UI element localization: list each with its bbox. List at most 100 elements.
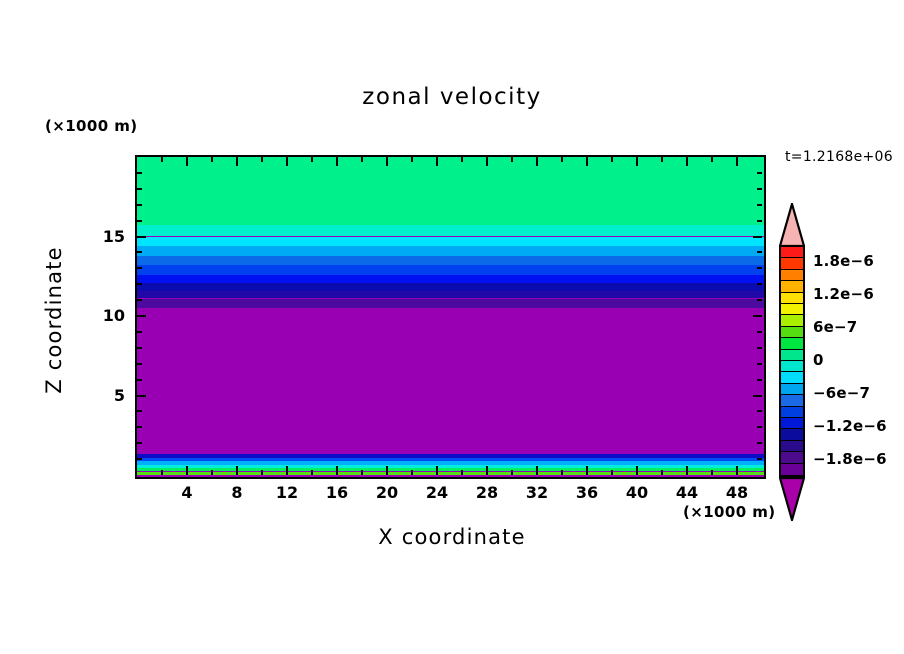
y-tick [757, 203, 762, 206]
contour-band [137, 468, 764, 472]
colorbar-segment [781, 247, 803, 259]
x-tick [536, 466, 538, 475]
x-tick [686, 466, 688, 475]
colorbar-over-arrow [778, 199, 806, 248]
y-tick [757, 299, 762, 302]
x-tick [211, 157, 213, 162]
x-tick [436, 466, 438, 475]
y-tick [757, 187, 762, 190]
y-tick [137, 171, 142, 174]
contour-band [137, 465, 764, 469]
x-tick [361, 470, 363, 475]
colorbar-tick-label: 1.2e−6 [813, 284, 874, 303]
colorbar-segment [781, 395, 803, 407]
y-tick [137, 442, 142, 445]
colorbar-segment [781, 338, 803, 350]
x-tick [186, 157, 188, 166]
y-tick [137, 458, 142, 461]
y-tick [137, 330, 142, 333]
contour-band [137, 274, 764, 283]
x-tick [461, 470, 463, 475]
colorbar [778, 199, 806, 525]
contour-band [137, 471, 764, 475]
x-axis-title: X coordinate [378, 525, 526, 549]
x-tick-label: 32 [525, 483, 549, 502]
x-tick [511, 157, 513, 162]
colorbar-segment [781, 383, 803, 396]
x-tick [211, 470, 213, 475]
contour-band [137, 461, 764, 466]
x-tick [711, 470, 713, 475]
y-tick [137, 394, 146, 397]
y-axis-title: Z coordinate [42, 246, 66, 394]
colorbar-segment [781, 269, 803, 282]
y-tick [137, 187, 142, 190]
x-tick [311, 157, 313, 162]
colorbar-segment [781, 429, 803, 441]
x-tick [561, 157, 563, 162]
x-tick [161, 470, 163, 475]
x-tick [311, 470, 313, 475]
x-tick-label: 24 [425, 483, 449, 502]
x-tick [711, 157, 713, 162]
x-tick [236, 466, 238, 475]
x-tick [586, 466, 588, 475]
y-tick-label: 5 [113, 385, 125, 405]
y-tick [137, 315, 146, 317]
colorbar-segment [781, 463, 803, 475]
y-tick [757, 251, 762, 254]
x-axis-units-label: (×1000 m) [683, 503, 776, 521]
x-tick-label: 28 [475, 483, 499, 502]
contour-band [137, 265, 764, 275]
x-tick [411, 470, 413, 475]
x-tick [386, 466, 388, 475]
y-tick [757, 219, 762, 222]
y-tick [757, 283, 762, 286]
x-tick [236, 157, 238, 166]
colorbar-segment [781, 349, 803, 361]
x-tick [536, 157, 538, 166]
y-tick [137, 299, 142, 302]
y-tick [757, 378, 762, 381]
y-axis-units-label: (×1000 m) [45, 117, 138, 135]
x-tick [261, 470, 263, 475]
contour-band [137, 453, 764, 459]
colorbar-segment [781, 406, 803, 418]
contour-band [137, 458, 764, 462]
colorbar-segment [781, 292, 803, 304]
timestamp-label: t=1.2168e+06 [785, 149, 893, 165]
x-tick [611, 470, 613, 475]
x-tick-label: 4 [181, 483, 193, 502]
x-tick [486, 466, 488, 475]
x-tick-label: 12 [275, 483, 299, 502]
colorbar-tick-label: 6e−7 [813, 317, 858, 336]
plot-area [135, 155, 766, 479]
x-tick [461, 157, 463, 162]
x-tick [336, 157, 338, 166]
colorbar-tick-label: 0 [813, 351, 824, 369]
colorbar-segment [781, 452, 803, 464]
page-title: zonal velocity [362, 84, 542, 110]
x-tick [411, 157, 413, 162]
y-tick [753, 315, 762, 317]
colorbar-segment [781, 281, 803, 293]
colorbar-segment [781, 258, 803, 270]
x-tick [336, 466, 338, 475]
x-tick [636, 157, 638, 166]
x-tick [661, 470, 663, 475]
contour-field [137, 157, 764, 477]
colorbar-segment [781, 304, 803, 316]
contour-band [137, 298, 764, 309]
x-tick-label: 36 [575, 483, 599, 502]
contour-band [137, 246, 764, 256]
y-tick [137, 267, 142, 270]
contour-band [137, 157, 764, 226]
x-tick [286, 466, 288, 475]
colorbar-segment [781, 326, 803, 339]
x-tick-label: 48 [725, 483, 749, 502]
y-tick [137, 251, 142, 254]
y-tick [753, 235, 762, 238]
y-tick [757, 426, 762, 429]
y-tick [757, 410, 762, 413]
